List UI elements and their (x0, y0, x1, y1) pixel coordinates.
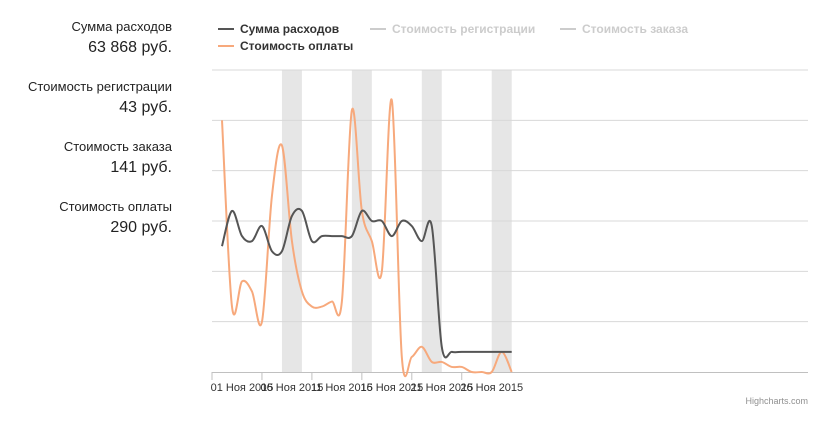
x-tick-label: 21 Ноя 2015 (410, 382, 473, 394)
x-tick-label: 06 Ноя 2015 (261, 382, 324, 394)
summary-value: 141 руб. (110, 159, 172, 176)
summary-item-order: Стоимость заказа 141 руб. (0, 138, 172, 198)
x-tick-label: 26 Ноя 2015 (460, 382, 523, 394)
legend-item[interactable]: Стоимость регистрации (392, 22, 535, 36)
summary-item-total: Сумма расходов 63 868 руб. (0, 18, 172, 78)
credits-link[interactable]: Highcharts.com (745, 396, 808, 406)
summary-panel: Сумма расходов 63 868 руб. Стоимость рег… (0, 18, 172, 258)
summary-label: Стоимость регистрации (27, 79, 172, 94)
summary-value: 290 руб. (110, 219, 172, 236)
summary-item-payment: Стоимость оплаты 290 руб. (0, 198, 172, 258)
summary-label: Сумма расходов (71, 19, 172, 34)
summary-value: 63 868 руб. (88, 39, 172, 56)
series-line-total (221, 207, 512, 359)
legend-item[interactable]: Сумма расходов (240, 22, 339, 36)
x-tick-label: 01 Ноя 2015 (211, 382, 274, 394)
legend-item[interactable]: Стоимость оплаты (240, 39, 353, 53)
x-tick-label: 11 Ноя 2015 (311, 382, 373, 394)
legend-item[interactable]: Стоимость заказа (582, 22, 688, 36)
summary-label: Стоимость заказа (63, 139, 172, 154)
summary-value: 43 руб. (119, 99, 172, 116)
summary-label: Стоимость оплаты (59, 199, 172, 214)
summary-item-registration: Стоимость регистрации 43 руб. (0, 78, 172, 138)
x-tick-label: 16 Ноя 2015 (360, 382, 423, 394)
